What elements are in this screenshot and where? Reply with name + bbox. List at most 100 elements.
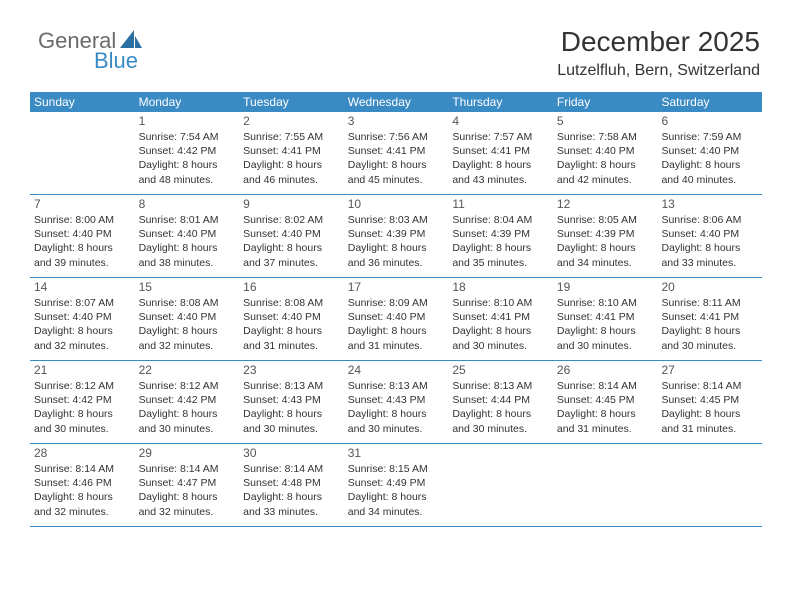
day-header: Monday <box>135 92 240 112</box>
day-cell: 6 Sunrise: 7:59 AMSunset: 4:40 PMDaylight… <box>657 112 762 194</box>
daylight-text: Daylight: 8 hours and 35 minutes. <box>452 241 549 269</box>
sunrise-text: Sunrise: 8:15 AM <box>348 462 445 476</box>
day-cell: 5Sunrise: 7:58 AMSunset: 4:40 PMDaylight… <box>553 112 658 194</box>
sunset-text: Sunset: 4:45 PM <box>557 393 654 407</box>
location-label: Lutzelfluh, Bern, Switzerland <box>557 62 760 80</box>
sunrise-text: Sunrise: 8:12 AM <box>34 379 131 393</box>
sunset-text: Sunset: 4:41 PM <box>348 144 445 158</box>
week-row: 7Sunrise: 8:00 AMSunset: 4:40 PMDaylight… <box>30 195 762 278</box>
day-header: Sunday <box>30 92 135 112</box>
sunset-text: Sunset: 4:39 PM <box>557 227 654 241</box>
sunrise-text: Sunrise: 8:09 AM <box>348 296 445 310</box>
day-header: Wednesday <box>344 92 449 112</box>
day-cell: 16Sunrise: 8:08 AMSunset: 4:40 PMDayligh… <box>239 278 344 360</box>
sunset-text: Sunset: 4:40 PM <box>34 227 131 241</box>
day-cell: 7Sunrise: 8:00 AMSunset: 4:40 PMDaylight… <box>30 195 135 277</box>
day-info: Sunrise: 8:06 AMSunset: 4:40 PMDaylight:… <box>661 213 758 270</box>
sunrise-text: Sunrise: 8:14 AM <box>139 462 236 476</box>
sunset-text: Sunset: 4:42 PM <box>139 393 236 407</box>
day-info: Sunrise: 8:12 AMSunset: 4:42 PMDaylight:… <box>34 379 131 436</box>
sunset-text: Sunset: 4:39 PM <box>348 227 445 241</box>
day-cell: 1Sunrise: 7:54 AMSunset: 4:42 PMDaylight… <box>135 112 240 194</box>
sunrise-text: Sunrise: 8:10 AM <box>452 296 549 310</box>
day-number: 20 <box>661 280 758 294</box>
week-row: 14Sunrise: 8:07 AMSunset: 4:40 PMDayligh… <box>30 278 762 361</box>
day-info: Sunrise: 8:14 AMSunset: 4:48 PMDaylight:… <box>243 462 340 519</box>
day-info: Sunrise: 7:56 AMSunset: 4:41 PMDaylight:… <box>348 130 445 187</box>
daylight-text: Daylight: 8 hours and 32 minutes. <box>139 490 236 518</box>
day-cell: 11Sunrise: 8:04 AMSunset: 4:39 PMDayligh… <box>448 195 553 277</box>
sunrise-text: Sunrise: 8:13 AM <box>452 379 549 393</box>
day-number: 15 <box>139 280 236 294</box>
sunset-text: Sunset: 4:44 PM <box>452 393 549 407</box>
daylight-text: Daylight: 8 hours and 30 minutes. <box>34 407 131 435</box>
day-cell: 22Sunrise: 8:12 AMSunset: 4:42 PMDayligh… <box>135 361 240 443</box>
day-number: 10 <box>348 197 445 211</box>
day-cell: 14Sunrise: 8:07 AMSunset: 4:40 PMDayligh… <box>30 278 135 360</box>
day-info: Sunrise: 7:55 AMSunset: 4:41 PMDaylight:… <box>243 130 340 187</box>
sunrise-text: Sunrise: 8:14 AM <box>34 462 131 476</box>
day-number: 19 <box>557 280 654 294</box>
sunrise-text: Sunrise: 8:08 AM <box>243 296 340 310</box>
sunrise-text: Sunrise: 7:57 AM <box>452 130 549 144</box>
day-header-row: SundayMondayTuesdayWednesdayThursdayFrid… <box>30 92 762 112</box>
sunset-text: Sunset: 4:42 PM <box>34 393 131 407</box>
day-cell: 23Sunrise: 8:13 AMSunset: 4:43 PMDayligh… <box>239 361 344 443</box>
day-number: 22 <box>139 363 236 377</box>
sunrise-text: Sunrise: 7:55 AM <box>243 130 340 144</box>
sunset-text: Sunset: 4:40 PM <box>557 144 654 158</box>
day-number: 9 <box>243 197 340 211</box>
day-info: Sunrise: 8:13 AMSunset: 4:44 PMDaylight:… <box>452 379 549 436</box>
day-cell: 25Sunrise: 8:13 AMSunset: 4:44 PMDayligh… <box>448 361 553 443</box>
day-info: Sunrise: 8:01 AMSunset: 4:40 PMDaylight:… <box>139 213 236 270</box>
day-number: 26 <box>557 363 654 377</box>
calendar-grid: SundayMondayTuesdayWednesdayThursdayFrid… <box>30 92 762 527</box>
day-number: 6 <box>661 114 758 128</box>
sunrise-text: Sunrise: 8:12 AM <box>139 379 236 393</box>
day-number: 11 <box>452 197 549 211</box>
sunrise-text: Sunrise: 8:04 AM <box>452 213 549 227</box>
day-number: 27 <box>661 363 758 377</box>
day-info: Sunrise: 8:13 AMSunset: 4:43 PMDaylight:… <box>243 379 340 436</box>
day-info: Sunrise: 8:09 AMSunset: 4:40 PMDaylight:… <box>348 296 445 353</box>
sunset-text: Sunset: 4:40 PM <box>661 227 758 241</box>
daylight-text: Daylight: 8 hours and 32 minutes. <box>139 324 236 352</box>
daylight-text: Daylight: 8 hours and 30 minutes. <box>452 324 549 352</box>
day-cell: 17Sunrise: 8:09 AMSunset: 4:40 PMDayligh… <box>344 278 449 360</box>
day-number: 30 <box>243 446 340 460</box>
daylight-text: Daylight: 8 hours and 30 minutes. <box>348 407 445 435</box>
day-info: Sunrise: 8:02 AMSunset: 4:40 PMDaylight:… <box>243 213 340 270</box>
sunrise-text: Sunrise: 8:03 AM <box>348 213 445 227</box>
daylight-text: Daylight: 8 hours and 42 minutes. <box>557 158 654 186</box>
day-cell: 8Sunrise: 8:01 AMSunset: 4:40 PMDaylight… <box>135 195 240 277</box>
day-info: Sunrise: 8:14 AMSunset: 4:47 PMDaylight:… <box>139 462 236 519</box>
daylight-text: Daylight: 8 hours and 32 minutes. <box>34 324 131 352</box>
sunrise-text: Sunrise: 8:01 AM <box>139 213 236 227</box>
day-number: 21 <box>34 363 131 377</box>
sunrise-text: Sunrise: 8:14 AM <box>557 379 654 393</box>
day-number: 14 <box>34 280 131 294</box>
day-cell <box>553 444 658 526</box>
daylight-text: Daylight: 8 hours and 45 minutes. <box>348 158 445 186</box>
day-number: 13 <box>661 197 758 211</box>
sunset-text: Sunset: 4:48 PM <box>243 476 340 490</box>
daylight-text: Daylight: 8 hours and 48 minutes. <box>139 158 236 186</box>
day-cell: 19Sunrise: 8:10 AMSunset: 4:41 PMDayligh… <box>553 278 658 360</box>
day-cell: 9 Sunrise: 8:02 AMSunset: 4:40 PMDaylight… <box>239 195 344 277</box>
day-header: Saturday <box>657 92 762 112</box>
sunset-text: Sunset: 4:40 PM <box>661 144 758 158</box>
day-cell: 20Sunrise: 8:11 AMSunset: 4:41 PMDayligh… <box>657 278 762 360</box>
sunrise-text: Sunrise: 7:58 AM <box>557 130 654 144</box>
sunset-text: Sunset: 4:40 PM <box>139 227 236 241</box>
day-info: Sunrise: 8:03 AMSunset: 4:39 PMDaylight:… <box>348 213 445 270</box>
day-info: Sunrise: 8:05 AMSunset: 4:39 PMDaylight:… <box>557 213 654 270</box>
day-number: 16 <box>243 280 340 294</box>
sunset-text: Sunset: 4:40 PM <box>139 310 236 324</box>
week-row: 21Sunrise: 8:12 AMSunset: 4:42 PMDayligh… <box>30 361 762 444</box>
day-info: Sunrise: 8:08 AMSunset: 4:40 PMDaylight:… <box>139 296 236 353</box>
week-row: 28Sunrise: 8:14 AMSunset: 4:46 PMDayligh… <box>30 444 762 527</box>
sunset-text: Sunset: 4:41 PM <box>452 144 549 158</box>
day-header: Friday <box>553 92 658 112</box>
day-info: Sunrise: 7:59 AMSunset: 4:40 PMDaylight:… <box>661 130 758 187</box>
daylight-text: Daylight: 8 hours and 46 minutes. <box>243 158 340 186</box>
